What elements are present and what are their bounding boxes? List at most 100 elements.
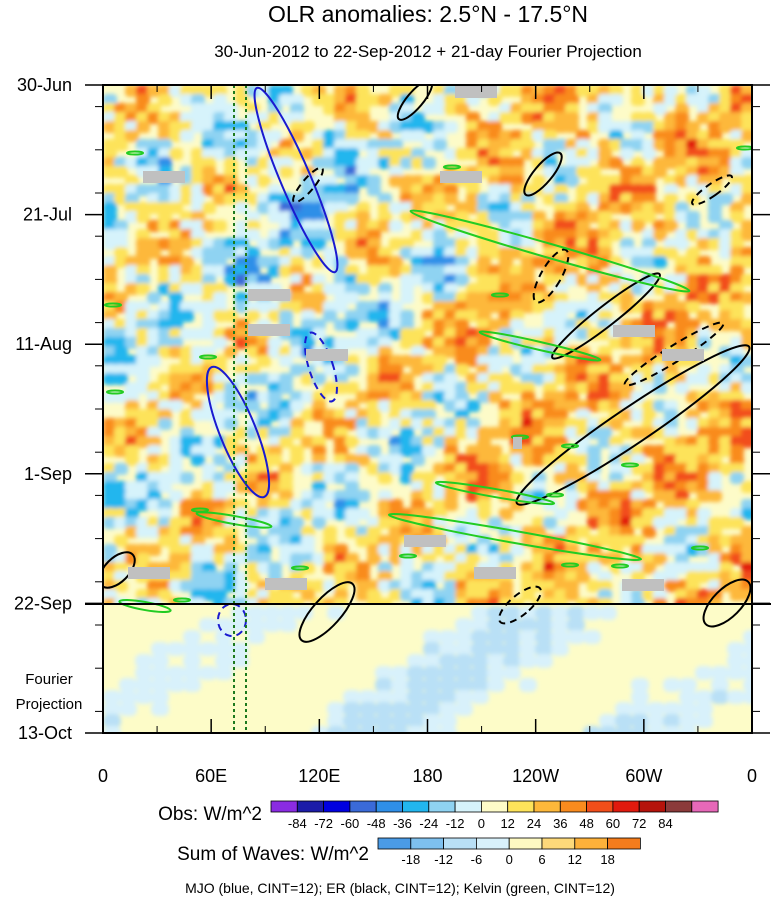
er-contour: [532, 248, 570, 304]
er-contour: [298, 581, 356, 643]
er-contour: [702, 578, 752, 628]
obs-colorbar-swatch: [691, 800, 719, 813]
kelvin-contour: [126, 150, 144, 156]
er-contour: [498, 585, 542, 625]
missing-data-patch: [513, 437, 522, 449]
obs-colorbar-swatch: [454, 800, 482, 813]
obs-colorbar-tick-label: -84: [288, 816, 307, 831]
obs-colorbar-tick-label: -48: [367, 816, 386, 831]
sum-colorbar-tick-label: -18: [401, 852, 420, 867]
kelvin-contour: [561, 443, 579, 449]
obs-colorbar-tick-label: 48: [579, 816, 593, 831]
missing-data-patch: [265, 578, 307, 590]
sum-colorbar-swatch: [443, 837, 477, 850]
obs-colorbar-tick-label: 24: [527, 816, 541, 831]
obs-colorbar-swatch: [665, 800, 693, 813]
missing-data-patch: [128, 567, 170, 579]
sum-colorbar-tick-label: 0: [506, 852, 513, 867]
mjo-contour: [304, 331, 338, 403]
obs-colorbar-tick-label: 12: [500, 816, 514, 831]
er-contour: [551, 272, 661, 360]
sum-of-waves-colorbar: -18 -12 -6 0 6 12 18: [377, 837, 641, 867]
obs-colorbar-swatch: [375, 800, 403, 813]
sum-colorbar-swatch: [541, 837, 576, 850]
chart-title: OLR anomalies: 2.5°N - 17.5°N: [268, 1, 588, 27]
sum-colorbar-label: Sum of Waves: W/m^2: [177, 844, 369, 865]
kelvin-contour: [118, 599, 172, 613]
obs-colorbar-tick-label: -12: [446, 816, 465, 831]
sum-colorbar-swatch: [410, 837, 444, 850]
missing-data-patch: [248, 289, 290, 301]
kelvin-contour: [399, 553, 417, 559]
obs-colorbar-tick-label: -24: [419, 816, 438, 831]
kelvin-contour: [173, 597, 191, 603]
x-tick-label: 180: [412, 766, 442, 786]
kelvin-contour: [736, 145, 752, 151]
kelvin-contour: [409, 209, 691, 293]
y-tick-label: 1-Sep: [24, 464, 72, 484]
y-tick-label: 21-Jul: [23, 205, 72, 225]
kelvin-contour: [104, 302, 122, 308]
sum-colorbar-swatch: [607, 837, 641, 850]
sum-colorbar-swatch: [377, 837, 412, 850]
sum-colorbar-tick-label: -12: [434, 852, 453, 867]
missing-data-patch: [474, 567, 516, 579]
missing-data-patch: [248, 324, 290, 336]
obs-colorbar-tick-label: 60: [606, 816, 620, 831]
chart-subtitle: 30-Jun-2012 to 22-Sep-2012 + 21-day Four…: [214, 42, 642, 61]
x-tick-label: 0: [98, 766, 108, 786]
obs-colorbar-tick-label: 0: [478, 816, 485, 831]
kelvin-contour: [611, 563, 629, 569]
obs-colorbar-tick-label: -72: [314, 816, 333, 831]
mjo-contour: [253, 86, 339, 274]
kelvin-contour: [691, 545, 709, 551]
obs-colorbar-swatch: [428, 800, 456, 813]
y-tick-label: 30-Jun: [17, 75, 72, 95]
y-tick-label: 22-Sep: [14, 593, 72, 613]
kelvin-contour: [191, 507, 209, 513]
obs-colorbar-tick-label: 72: [632, 816, 646, 831]
wave-contours: [103, 85, 752, 643]
x-tick-label: 0: [747, 766, 757, 786]
obs-colorbar-swatch: [586, 800, 614, 813]
sum-colorbar-tick-label: 6: [538, 852, 545, 867]
obs-colorbar-tick-label: 36: [553, 816, 567, 831]
er-contour: [523, 151, 563, 197]
kelvin-contour: [387, 513, 643, 561]
x-tick-label: 120E: [298, 766, 340, 786]
sum-colorbar-tick-label: 12: [568, 852, 582, 867]
obs-colorbar-tick-label: 84: [658, 816, 672, 831]
footer-legend: MJO (blue, CINT=12); ER (black, CINT=12)…: [185, 880, 615, 896]
y-axis: 30-Jun 21-Jul 11-Aug 1-Sep 22-Sep 13-Oct: [14, 75, 770, 743]
missing-data-patch: [143, 171, 185, 183]
er-contour: [396, 85, 434, 121]
missing-data-patch: [613, 325, 655, 337]
obs-colorbar-swatch: [638, 800, 666, 813]
obs-colorbar-swatch: [533, 800, 561, 813]
projection-label-line-2: Projection: [16, 696, 83, 713]
kelvin-contour: [621, 462, 639, 468]
x-tick-label: 60E: [195, 766, 227, 786]
missing-data-patches: [128, 86, 704, 591]
projection-label-line-1: Fourier: [25, 671, 73, 688]
er-contour: [103, 551, 136, 589]
obs-colorbar-swatch: [402, 800, 430, 813]
plot-area: [103, 85, 752, 733]
kelvin-contour: [106, 389, 124, 395]
observed-anomaly-field: [103, 85, 752, 610]
kelvin-contour: [478, 330, 602, 362]
obs-colorbar-swatch: [480, 800, 509, 813]
obs-colorbar-swatch: [559, 800, 587, 813]
er-contour: [515, 344, 751, 506]
missing-data-patch: [662, 349, 704, 361]
kelvin-contour: [561, 562, 579, 568]
er-contour: [292, 166, 324, 204]
sum-colorbar-tick-label: -6: [471, 852, 483, 867]
er-contour: [691, 174, 733, 206]
projection-anomaly-field: [103, 606, 752, 733]
mjo-contour: [205, 365, 271, 499]
obs-colorbar-swatch: [612, 800, 640, 813]
x-tick-label: 120W: [512, 766, 559, 786]
obs-colorbar-tick-label: -36: [393, 816, 412, 831]
